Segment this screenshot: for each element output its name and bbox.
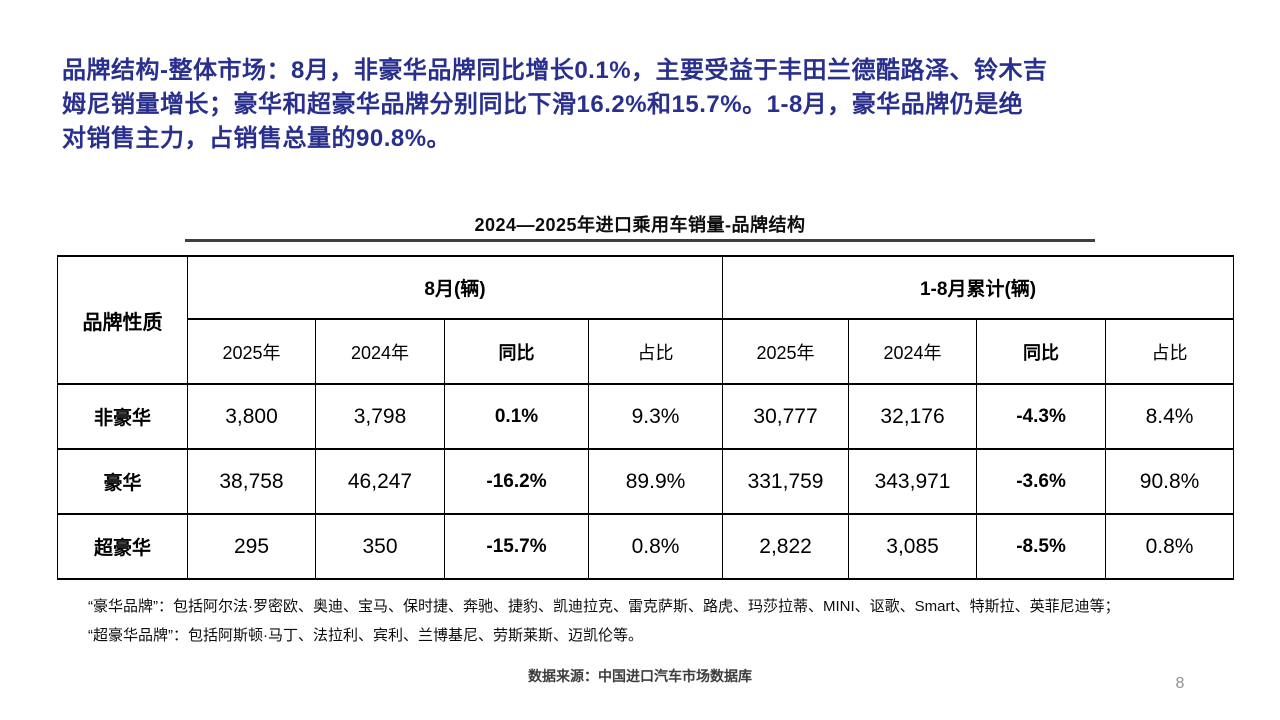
table-row-super-luxury: 超豪华 295 350 -15.7% 0.8% 2,822 3,085 -8.5…	[57, 513, 1235, 580]
cell-aug-yoy: 0.1%	[444, 383, 589, 450]
cell-aug-yoy: -15.7%	[444, 513, 589, 580]
subheader-ytd-2025: 2025年	[722, 318, 850, 385]
cell-ytd-2024: 343,971	[848, 448, 978, 515]
group-header-ytd: 1-8月累计(辆)	[722, 255, 1235, 320]
table-subheader-row: 2025年 2024年 同比 占比 2025年 2024年 同比 占比	[58, 318, 1235, 385]
row-label: 豪华	[57, 448, 188, 515]
cell-ytd-share: 8.4%	[1105, 383, 1235, 450]
row-label: 非豪华	[57, 383, 188, 450]
subheader-ytd-share: 占比	[1105, 318, 1235, 385]
table-row-luxury: 豪华 38,758 46,247 -16.2% 89.9% 331,759 34…	[57, 448, 1235, 515]
cell-ytd-2025: 331,759	[722, 448, 850, 515]
cell-aug-2025: 38,758	[187, 448, 316, 515]
cell-ytd-yoy: -4.3%	[976, 383, 1107, 450]
cell-aug-2024: 46,247	[315, 448, 445, 515]
corner-header-cell: 品牌性质	[57, 255, 188, 385]
page-number: 8	[1175, 675, 1185, 692]
subheader-aug-yoy: 同比	[444, 318, 589, 385]
cell-ytd-yoy: -8.5%	[976, 513, 1107, 580]
group-header-august: 8月(辆)	[186, 255, 724, 320]
subheader-aug-2024: 2024年	[315, 318, 445, 385]
cell-aug-2024: 3,798	[315, 383, 445, 450]
footnote-super-luxury-brands: “超豪华品牌”：包括阿斯顿·马丁、法拉利、宾利、兰博基尼、劳斯莱斯、迈凯伦等。	[88, 627, 643, 644]
headline: 品牌结构-整体市场：8月，非豪华品牌同比增长0.1%，主要受益于丰田兰德酷路泽、…	[62, 54, 1222, 156]
cell-ytd-2025: 2,822	[722, 513, 850, 580]
footnote-luxury-brands: “豪华品牌”：包括阿尔法·罗密欧、奥迪、宝马、保时捷、奔驰、捷豹、凯迪拉克、雷克…	[88, 598, 1120, 615]
subheader-ytd-yoy: 同比	[976, 318, 1107, 385]
cell-ytd-yoy: -3.6%	[976, 448, 1107, 515]
subheader-ytd-2024: 2024年	[848, 318, 978, 385]
cell-ytd-share: 0.8%	[1105, 513, 1235, 580]
headline-line-1: 品牌结构-整体市场：8月，非豪华品牌同比增长0.1%，主要受益于丰田兰德酷路泽、…	[62, 57, 1048, 84]
cell-aug-share: 89.9%	[587, 448, 724, 515]
cell-aug-2025: 295	[187, 513, 316, 580]
table-title: 2024—2025年进口乘用车销量-品牌结构	[474, 215, 806, 235]
cell-ytd-share: 90.8%	[1105, 448, 1235, 515]
subheader-aug-2025: 2025年	[187, 318, 316, 385]
title-rule-line	[185, 239, 1095, 242]
row-label: 超豪华	[57, 513, 188, 580]
cell-ytd-2024: 3,085	[848, 513, 978, 580]
cell-aug-share: 9.3%	[587, 383, 724, 450]
cell-aug-2024: 350	[315, 513, 445, 580]
subheader-aug-share: 占比	[587, 318, 724, 385]
cell-ytd-2025: 30,777	[722, 383, 850, 450]
headline-line-2: 姆尼销量增长；豪华和超豪华品牌分别同比下滑16.2%和15.7%。1-8月，豪华…	[62, 91, 1024, 118]
cell-aug-2025: 3,800	[187, 383, 316, 450]
data-source: 数据来源：中国进口汽车市场数据库	[528, 668, 752, 684]
table-row-non-luxury: 非豪华 3,800 3,798 0.1% 9.3% 30,777 32,176 …	[57, 383, 1235, 450]
table-header-group-row: 品牌性质 8月(辆) 1-8月累计(辆)	[57, 255, 1235, 385]
cell-aug-share: 0.8%	[587, 513, 724, 580]
cell-ytd-2024: 32,176	[848, 383, 978, 450]
headline-line-3: 对销售主力，占销售总量的90.8%。	[62, 125, 452, 152]
cell-aug-yoy: -16.2%	[444, 448, 589, 515]
brand-structure-table: 品牌性质 8月(辆) 1-8月累计(辆) 2025年 2024年 同比 占比 2…	[57, 255, 1235, 580]
